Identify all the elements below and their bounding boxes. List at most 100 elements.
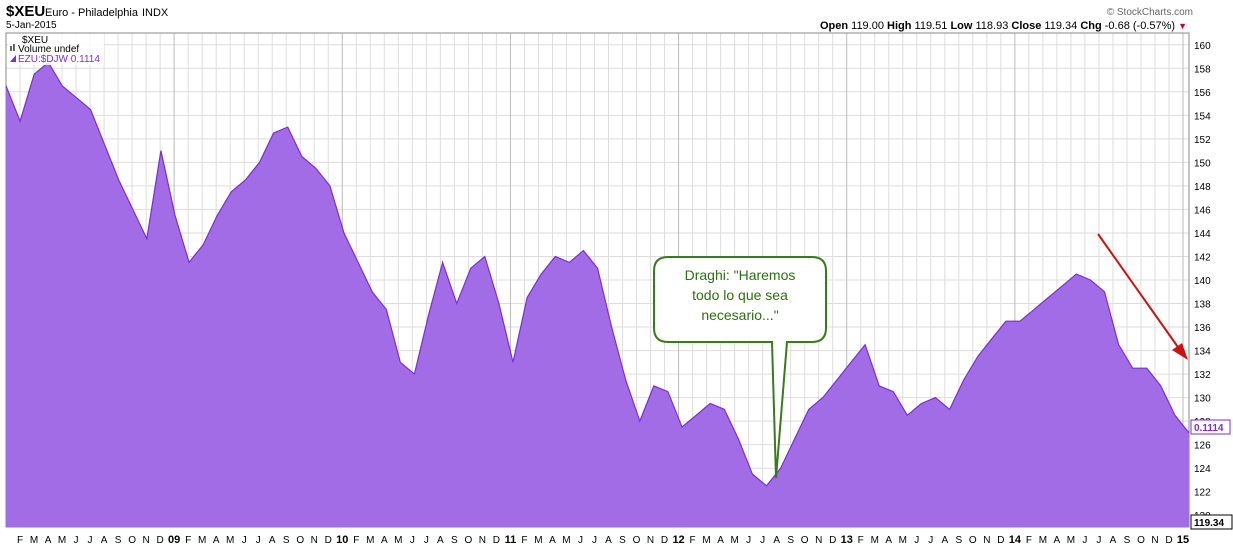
instrument-name: Euro - Philadelphia bbox=[45, 7, 138, 19]
x-month-label: A bbox=[549, 535, 556, 546]
x-year-label: 11 bbox=[505, 534, 517, 546]
x-month-label: S bbox=[787, 535, 794, 546]
x-month-label: F bbox=[858, 535, 864, 546]
quote-summary: Open 119.00 High 119.51 Low 118.93 Close… bbox=[820, 20, 1187, 32]
legend: $XEU Volume undef EZU:$DJW 0.1114 bbox=[8, 34, 104, 65]
x-month-label: S bbox=[451, 535, 458, 546]
y-tick-label: 130 bbox=[1194, 394, 1211, 405]
y-tick-label: 140 bbox=[1194, 276, 1211, 287]
x-month-label: M bbox=[1039, 535, 1047, 546]
x-month-label: O bbox=[296, 535, 304, 546]
arrow-shaft bbox=[1097, 233, 1181, 351]
x-month-label: A bbox=[45, 535, 52, 546]
x-month-label: A bbox=[885, 535, 892, 546]
x-month-label: O bbox=[464, 535, 472, 546]
x-month-label: N bbox=[1151, 535, 1158, 546]
y-tick-label: 154 bbox=[1194, 111, 1211, 122]
x-month-label: N bbox=[311, 535, 318, 546]
callout-bubble bbox=[653, 256, 827, 479]
x-axis: F M A M J J A S O N D 09 F M A M J J A S O N D 10 F M A M J J A S O N D 11 F… bbox=[17, 534, 1189, 546]
exchange-name: INDX bbox=[141, 7, 169, 19]
open-label: Open bbox=[819, 20, 849, 32]
y-tick-label: 132 bbox=[1194, 370, 1211, 381]
x-month-label: O bbox=[969, 535, 977, 546]
change-label: Chg bbox=[1080, 20, 1102, 32]
x-year-label: 10 bbox=[336, 534, 348, 546]
x-month-label: M bbox=[1067, 535, 1075, 546]
callout-line-3: necesario..." bbox=[701, 307, 778, 323]
x-month-label: J bbox=[256, 535, 261, 546]
x-month-label: D bbox=[493, 535, 500, 546]
x-month-label: O bbox=[801, 535, 809, 546]
y-tick-label: 134 bbox=[1194, 347, 1211, 358]
legend-ratio: EZU:$DJW 0.1114 bbox=[18, 54, 100, 65]
x-month-label: N bbox=[142, 535, 149, 546]
draghi-callout: Draghi: "Haremos todo lo que sea necesar… bbox=[653, 256, 827, 479]
y-tick-label: 124 bbox=[1194, 464, 1211, 475]
x-month-label: J bbox=[914, 535, 919, 546]
x-month-label: M bbox=[534, 535, 542, 546]
downtrend-arrow bbox=[1097, 233, 1188, 360]
price-badge-box bbox=[1190, 514, 1233, 530]
x-month-label: F bbox=[17, 535, 23, 546]
y-tick-label: 150 bbox=[1194, 158, 1211, 169]
y-tick-label: 152 bbox=[1194, 135, 1211, 146]
x-month-label: S bbox=[619, 535, 626, 546]
x-month-label: M bbox=[562, 535, 570, 546]
y-tick-label: 144 bbox=[1194, 229, 1211, 240]
x-month-label: A bbox=[941, 535, 948, 546]
close-label: Close bbox=[1011, 20, 1042, 32]
y-tick-label: 156 bbox=[1194, 88, 1211, 99]
x-month-label: M bbox=[58, 535, 66, 546]
x-month-label: J bbox=[578, 535, 583, 546]
x-year-label: 09 bbox=[168, 534, 180, 546]
x-month-label: J bbox=[592, 535, 597, 546]
x-month-label: F bbox=[521, 535, 527, 546]
volume-bars-icon bbox=[10, 46, 12, 51]
ratio-badge: 0.1114 bbox=[1190, 419, 1231, 435]
x-month-label: M bbox=[899, 535, 907, 546]
price-badge: 119.34 bbox=[1190, 514, 1233, 530]
low-label: Low bbox=[950, 20, 973, 32]
x-month-label: A bbox=[101, 535, 108, 546]
y-tick-label: 122 bbox=[1194, 488, 1211, 499]
low-value: 118.93 bbox=[975, 20, 1009, 32]
y-tick-label: 136 bbox=[1194, 323, 1211, 334]
x-month-label: S bbox=[283, 535, 290, 546]
x-month-label: S bbox=[115, 535, 122, 546]
close-value: 119.34 bbox=[1044, 20, 1078, 32]
x-month-label: J bbox=[242, 535, 247, 546]
open-value: 119.00 bbox=[851, 20, 884, 32]
x-month-label: M bbox=[702, 535, 710, 546]
symbol-description: Euro - Philadelphia INDX bbox=[45, 7, 172, 19]
x-month-label: N bbox=[479, 535, 486, 546]
x-month-label: O bbox=[633, 535, 641, 546]
price-line bbox=[5, 61, 1190, 487]
callout-line-1: Draghi: "Haremos bbox=[685, 267, 796, 283]
x-month-label: J bbox=[88, 535, 93, 546]
price-area bbox=[6, 62, 1189, 528]
x-month-label: A bbox=[381, 535, 388, 546]
x-month-label: M bbox=[730, 535, 738, 546]
y-axis: 1201221241261281301321341361381401421441… bbox=[1194, 41, 1211, 522]
x-month-label: A bbox=[213, 535, 220, 546]
x-month-label: J bbox=[74, 535, 79, 546]
x-month-label: D bbox=[661, 535, 668, 546]
x-month-label: M bbox=[871, 535, 879, 546]
ratio-badge-value: 0.1114 bbox=[1194, 423, 1224, 434]
change-value: -0.68 (-0.57%) bbox=[1104, 20, 1176, 32]
arrow-head-icon bbox=[1172, 343, 1188, 360]
x-month-label: J bbox=[1096, 535, 1101, 546]
chart-date: 5-Jan-2015 bbox=[6, 20, 57, 31]
x-month-label: D bbox=[157, 535, 164, 546]
x-month-label: A bbox=[1054, 535, 1061, 546]
area-swatch-icon bbox=[10, 55, 16, 62]
legend-background bbox=[8, 34, 104, 65]
y-tick-label: 138 bbox=[1194, 300, 1211, 311]
x-month-label: A bbox=[1110, 535, 1117, 546]
x-year-label: 14 bbox=[1009, 534, 1022, 546]
x-month-label: J bbox=[760, 535, 765, 546]
x-month-label: S bbox=[1124, 535, 1131, 546]
x-month-label: O bbox=[1137, 535, 1145, 546]
